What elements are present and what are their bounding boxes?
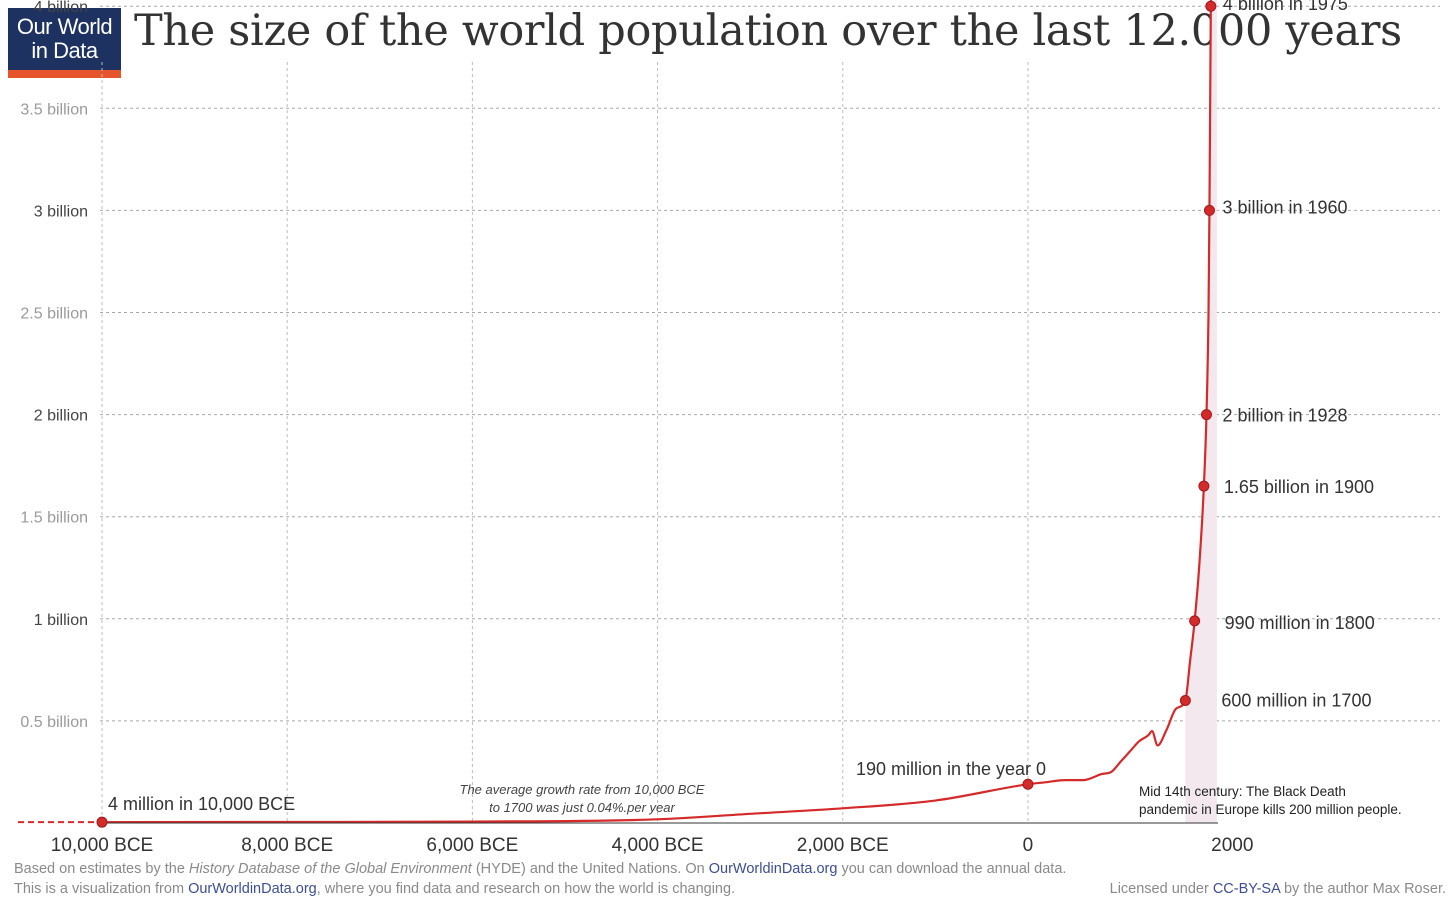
data-points [96, 0, 1217, 828]
black-death-note-line-2: pandemic in Europe kills 200 million peo… [1139, 802, 1402, 817]
footer-owid-link-1[interactable]: OurWorldinData.org [708, 861, 838, 877]
y-tick-label: 1.5 billion [20, 510, 88, 527]
data-point [1205, 0, 1217, 12]
data-label: 2 billion in 1928 [1222, 406, 1347, 426]
y-tick-label: 3.5 billion [20, 101, 88, 118]
chart-title: The size of the world population over th… [134, 6, 1402, 56]
x-tick-label: 8,000 BCE [241, 835, 333, 856]
x-tick-label: 2000 [1211, 835, 1253, 856]
y-tick-label: 2 billion [34, 408, 88, 425]
y-tick-labels: 0.5 billion 1 billion 1.5 billion 2 billion… [20, 0, 88, 731]
data-point [1200, 409, 1212, 421]
data-point [96, 816, 108, 828]
footer-source-text-1: Based on estimates by the [14, 861, 189, 877]
black-death-note-line-1: Mid 14th century: The Black Death [1139, 784, 1346, 799]
x-tick-label: 4,000 BCE [612, 835, 704, 856]
owid-logo: Our World in Data [8, 8, 121, 78]
area-fill-1700-2019 [1185, 0, 1217, 823]
y-tick-label: 2.5 billion [20, 306, 88, 323]
data-point [1179, 694, 1191, 706]
footer-vis-text-2: , where you find data and research on ho… [316, 881, 736, 897]
footer-license: Licensed under CC-BY-SA by the author Ma… [1110, 881, 1446, 897]
data-point [1203, 204, 1215, 216]
footer-vis-text-1: This is a visualization from [14, 881, 189, 897]
footer-source-text-2: (HYDE) and the United Nations. On [471, 861, 709, 877]
x-tick-label: 10,000 BCE [51, 835, 153, 856]
footer-hyde-name: History Database of the Global Environme… [188, 861, 472, 877]
y-tick-label: 3 billion [34, 203, 88, 220]
annotations: The average growth rate from 10,000 BCE … [460, 782, 1402, 817]
data-label: 4 billion in 1975 [1223, 0, 1348, 14]
data-labels: 4 million in 10,000 BCE 190 million in th… [108, 0, 1375, 814]
data-label: 4 million in 10,000 BCE [108, 794, 295, 814]
data-label: 3 billion in 1960 [1222, 197, 1347, 217]
growth-rate-note-line-1: The average growth rate from 10,000 BCE [460, 782, 705, 797]
footer-license-link[interactable]: CC-BY-SA [1212, 881, 1280, 897]
logo-text: Our World in Data [16, 14, 113, 63]
y-tick-label: 4 billion [34, 0, 88, 16]
y-tick-label: 1 billion [34, 612, 88, 629]
y-tick-label: 0.5 billion [20, 714, 88, 731]
data-label: 990 million in 1800 [1225, 613, 1375, 633]
x-tick-label: 2,000 BCE [797, 835, 889, 856]
x-tick-label: 6,000 BCE [426, 835, 518, 856]
footer-source-text-3: you can download the annual data. [837, 861, 1067, 877]
population-line [101, 0, 1212, 824]
x-tick-labels: 10,000 BCE 8,000 BCE 6,000 BCE 4,000 BCE 2,0… [51, 835, 1254, 856]
data-label: 600 million in 1700 [1221, 690, 1371, 710]
footer-source: Based on estimates by the History Databa… [14, 861, 1066, 877]
footer-owid-link-2[interactable]: OurWorldinData.org [188, 881, 317, 897]
logo-accent-bar [8, 70, 121, 78]
data-point [1198, 480, 1210, 492]
footer-license-text-1: Licensed under [1109, 881, 1213, 897]
footer-license-text-2: by the author Max Roser. [1279, 881, 1446, 897]
growth-rate-note-line-2: to 1700 was just 0.04%.per year [489, 800, 675, 815]
data-label: 190 million in the year 0 [856, 759, 1046, 779]
footer-visualization: This is a visualization from OurWorldinD… [14, 881, 735, 897]
data-label: 1.65 billion in 1900 [1224, 477, 1374, 497]
data-point [1189, 615, 1201, 627]
population-chart: 0.5 billion 1 billion 1.5 billion 2 billion… [18, 0, 1440, 856]
data-point [1022, 778, 1034, 790]
x-tick-label: 0 [1023, 835, 1034, 856]
